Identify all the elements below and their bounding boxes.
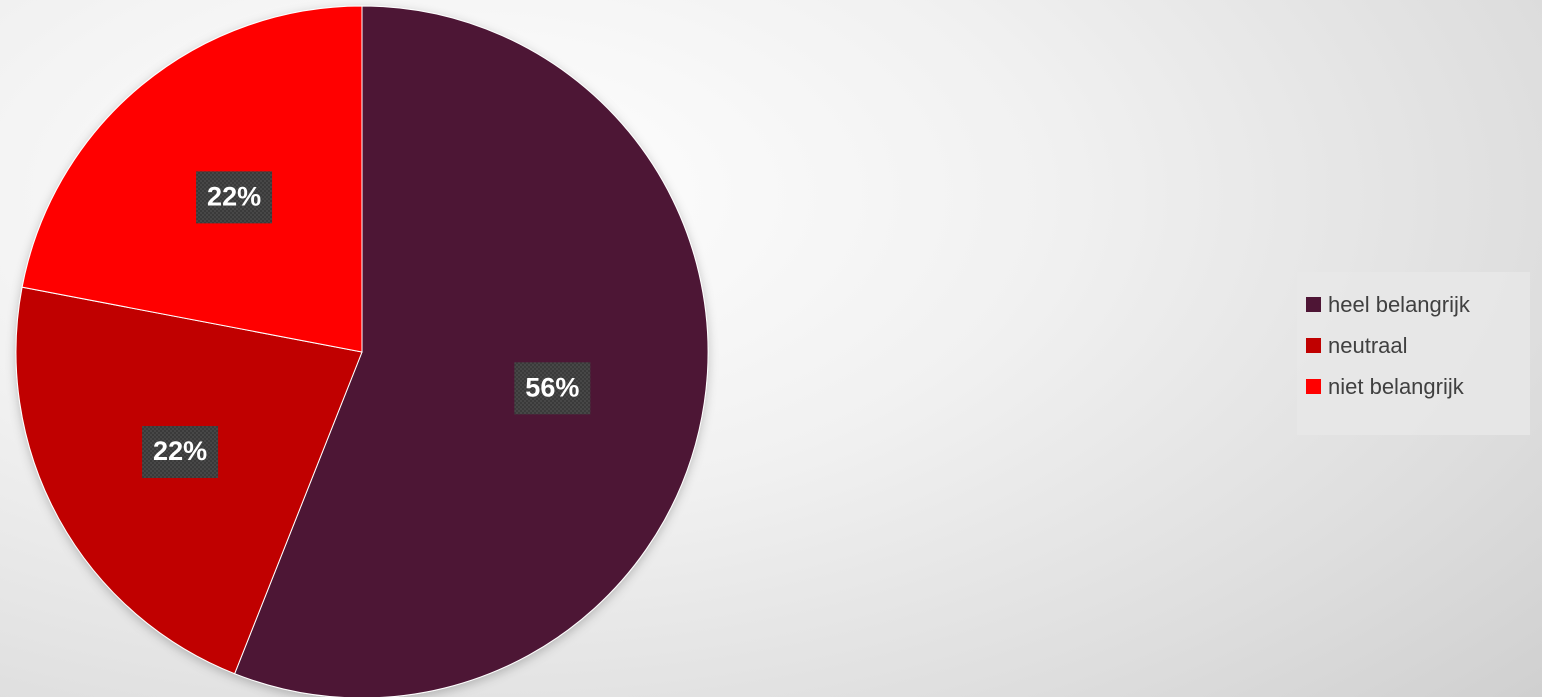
data-label-box-niet-belangrijk (196, 171, 273, 224)
data-label-neutraal: 22% (142, 426, 219, 479)
data-label-text-niet-belangrijk: 22% (207, 181, 261, 211)
legend: heel belangrijk neutraal niet belangrijk (1297, 272, 1530, 435)
legend-item-niet-belangrijk: niet belangrijk (1306, 366, 1530, 407)
legend-swatch-heel-belangrijk (1306, 297, 1321, 312)
legend-swatch-niet-belangrijk (1306, 379, 1321, 394)
legend-swatch-neutraal (1306, 338, 1321, 353)
data-label-text-neutraal: 22% (153, 436, 207, 466)
data-label-box-neutraal (142, 426, 219, 479)
legend-label-niet-belangrijk: niet belangrijk (1328, 373, 1464, 399)
pie-slice-niet-belangrijk (21, 5, 363, 353)
legend-item-heel-belangrijk: heel belangrijk (1306, 284, 1530, 325)
data-label-box-heel-belangrijk (514, 362, 591, 415)
pie-slice-neutraal (15, 286, 363, 675)
data-label-text-heel-belangrijk: 56% (525, 372, 579, 402)
legend-label-heel-belangrijk: heel belangrijk (1328, 291, 1470, 317)
legend-item-neutraal: neutraal (1306, 325, 1530, 366)
legend-label-neutraal: neutraal (1328, 332, 1408, 358)
data-label-heel-belangrijk: 56% (514, 362, 591, 415)
pie-slice-heel-belangrijk (233, 5, 709, 697)
data-label-niet-belangrijk: 22% (196, 171, 273, 224)
